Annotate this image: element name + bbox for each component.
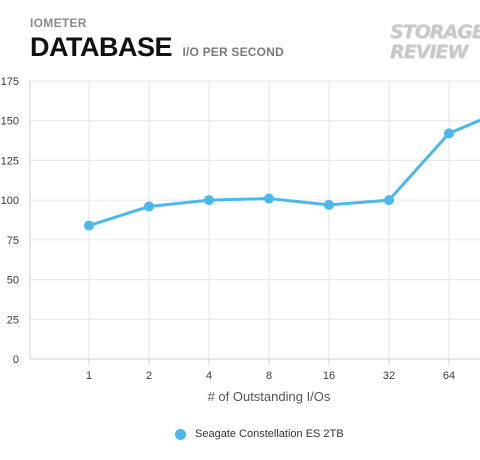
y-tick-label: 50	[7, 275, 19, 287]
y-tick-label: 150	[1, 116, 19, 128]
data-point	[384, 195, 394, 206]
logo-line-1: STORAGE	[390, 22, 480, 43]
data-point	[264, 193, 274, 204]
data-point	[84, 220, 94, 231]
y-tick-label: 0	[13, 354, 19, 366]
series-line	[87, 118, 480, 228]
data-point	[444, 128, 454, 139]
x-tick-label: 8	[266, 370, 272, 382]
data-point	[324, 199, 334, 210]
x-tick-label: 4	[206, 370, 212, 382]
title-row: DATABASE I/O PER SECOND	[30, 32, 284, 63]
x-tick-label: 2	[146, 370, 152, 382]
legend[interactable]: Seagate Constellation ES 2TB	[175, 428, 344, 440]
chart-title: DATABASE	[30, 32, 173, 62]
x-tick-label: 1	[86, 370, 92, 382]
data-point	[144, 201, 154, 212]
grid-layer	[30, 80, 480, 359]
y-tick-label: 125	[1, 155, 19, 167]
chart-pretitle: IOMETER	[30, 16, 87, 30]
x-tick-label: 16	[323, 370, 335, 382]
axis-layer: 02550751001251501751248163264128	[1, 76, 480, 382]
x-axis-label: # of Outstanding I/Os	[208, 389, 331, 404]
series-layer	[84, 118, 480, 231]
legend-label: Seagate Constellation ES 2TB	[195, 428, 344, 440]
x-tick-label: 32	[383, 370, 395, 382]
y-tick-label: 25	[7, 314, 19, 326]
y-tick-label: 175	[1, 76, 19, 88]
chart-subtitle: I/O PER SECOND	[182, 45, 284, 59]
logo-line-2: REVIEW	[390, 41, 468, 63]
storage-review-logo: STORAGE REVIEW	[390, 22, 480, 72]
y-tick-label: 75	[7, 235, 19, 247]
legend-marker	[175, 428, 186, 440]
x-tick-label: 64	[443, 370, 455, 382]
y-tick-label: 100	[1, 195, 19, 207]
data-point	[204, 195, 214, 206]
